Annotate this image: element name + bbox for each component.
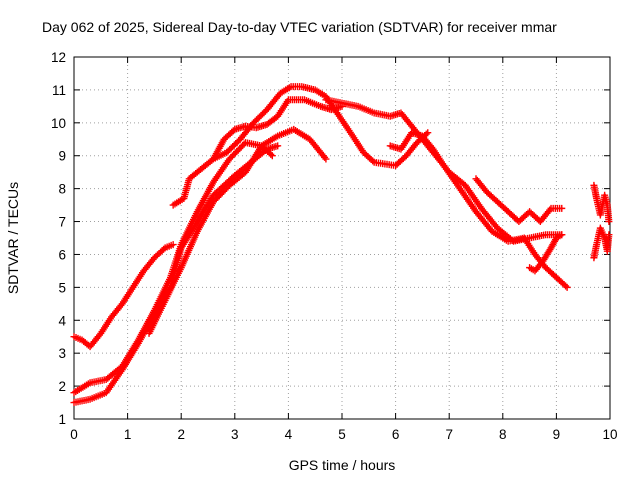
data-point <box>267 150 275 158</box>
data-point <box>424 129 432 137</box>
data-point <box>558 204 566 212</box>
x-tick-label: 8 <box>499 427 507 442</box>
y-tick-label: 7 <box>58 215 66 230</box>
series-arc-4 <box>145 125 330 337</box>
series-arc-12 <box>590 224 613 262</box>
series-arc-8 <box>386 129 571 291</box>
x-tick-label: 3 <box>231 427 239 442</box>
x-tick-label: 5 <box>338 427 346 442</box>
series-arc-9 <box>472 175 566 226</box>
series-arc-6 <box>209 83 432 170</box>
data-point <box>322 155 330 163</box>
y-tick-label: 5 <box>58 280 66 295</box>
series-arc-1 <box>70 241 177 351</box>
series-arc-2 <box>70 139 276 397</box>
x-tick-label: 0 <box>70 427 78 442</box>
x-tick-label: 10 <box>602 427 617 442</box>
data-point <box>558 231 566 239</box>
y-tick-label: 8 <box>58 182 66 197</box>
data-point <box>563 283 571 291</box>
data-point <box>274 142 282 150</box>
chart-title: Day 062 of 2025, Sidereal Day-to-day VTE… <box>42 19 557 35</box>
series-arc-11 <box>590 181 613 226</box>
x-tick-label: 7 <box>445 427 453 442</box>
data-point <box>160 245 168 253</box>
data-markers <box>70 83 613 407</box>
y-tick-label: 2 <box>58 379 66 394</box>
y-tick-label: 9 <box>58 149 66 164</box>
y-tick-label: 10 <box>51 116 66 131</box>
x-tick-label: 1 <box>124 427 132 442</box>
x-tick-label: 4 <box>285 427 293 442</box>
data-point <box>605 231 613 239</box>
y-tick-label: 4 <box>58 313 66 328</box>
data-point <box>562 282 570 290</box>
data-point <box>169 241 177 249</box>
y-axis-label: SDTVAR / TECUs <box>5 182 21 294</box>
x-tick-label: 9 <box>553 427 561 442</box>
y-tick-label: 3 <box>58 346 66 361</box>
data-point <box>605 218 613 226</box>
series-arc-7 <box>322 96 566 245</box>
data-point <box>422 130 430 138</box>
y-tick-label: 6 <box>58 247 66 262</box>
x-tick-label: 2 <box>177 427 185 442</box>
y-tick-label: 12 <box>51 50 66 65</box>
data-point <box>268 152 276 160</box>
series-arc-5 <box>169 96 346 209</box>
x-axis-label: GPS time / hours <box>289 457 396 473</box>
y-tick-label: 1 <box>58 412 66 427</box>
series-arc-10 <box>526 231 566 275</box>
y-tick-label: 11 <box>52 83 66 98</box>
x-tick-label: 6 <box>392 427 400 442</box>
data-point <box>369 157 377 165</box>
